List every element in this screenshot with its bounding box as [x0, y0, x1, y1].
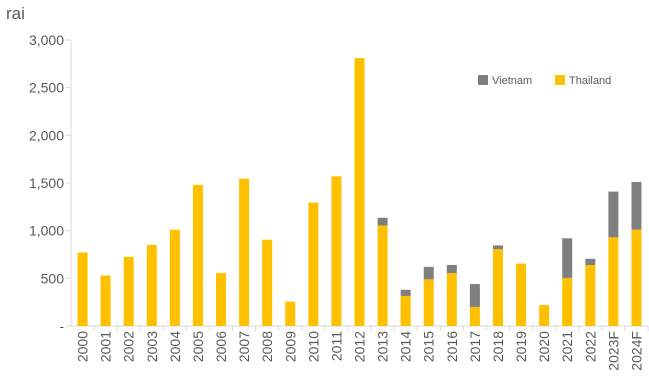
y-axis-unit-label: rai	[6, 4, 25, 23]
y-tick-label: 2,000	[29, 127, 64, 143]
bar-thailand	[308, 202, 319, 326]
bar-thailand	[77, 252, 88, 326]
y-tick-label: 1,000	[29, 223, 64, 239]
x-tick-label: 2000	[75, 331, 91, 362]
x-tick-label: 2006	[213, 331, 229, 362]
bar-vietnam	[400, 289, 411, 296]
bar-thailand	[423, 279, 434, 326]
x-tick-label: 2018	[490, 331, 506, 362]
x-tick-label: 2003	[144, 331, 160, 362]
bar-vietnam	[562, 238, 573, 278]
bar-vietnam	[585, 258, 596, 265]
x-tick-label: 2022	[582, 331, 598, 362]
x-tick-label: 2020	[536, 331, 552, 362]
bar-thailand	[562, 277, 573, 326]
y-tick-label: 2,500	[29, 80, 64, 96]
x-tick-label: 2013	[375, 331, 391, 362]
bar-vietnam	[492, 245, 503, 250]
y-tick-label: -	[59, 318, 64, 334]
x-tick-label: 2014	[398, 331, 414, 362]
bar-thailand	[516, 263, 527, 326]
bar-thailand	[146, 244, 157, 326]
x-tick-label: 2002	[121, 331, 137, 362]
bar-thailand	[377, 225, 388, 326]
bar-thailand	[331, 176, 342, 326]
x-tick-label: 2024F	[628, 331, 644, 371]
x-tick-label: 2005	[190, 331, 206, 362]
bar-thailand	[608, 237, 619, 326]
y-tick-label: 500	[41, 270, 65, 286]
bar-vietnam	[631, 182, 642, 230]
legend-label-vietnam: Vietnam	[492, 75, 532, 87]
bar-thailand	[216, 273, 227, 326]
bar-thailand	[446, 273, 457, 326]
bar-vietnam	[377, 217, 388, 226]
bar-thailand	[239, 178, 250, 326]
x-tick-label: 2004	[167, 331, 183, 362]
x-tick-label: 2009	[282, 331, 298, 362]
legend-swatch-thailand	[555, 75, 565, 85]
bar-thailand	[585, 264, 596, 326]
x-tick-label: 2012	[352, 331, 368, 362]
bar-vietnam	[423, 266, 434, 280]
bar-vietnam	[469, 284, 480, 307]
bar-thailand	[492, 249, 503, 326]
x-tick-label: 2007	[236, 331, 252, 362]
bar-vietnam	[446, 264, 457, 274]
x-tick-label: 2001	[98, 331, 114, 362]
x-tick-label: 2011	[328, 331, 344, 361]
legend: Vietnam Thailand	[478, 75, 611, 87]
bar-thailand	[262, 239, 273, 326]
bar-vietnam	[608, 191, 619, 238]
bar-thailand	[469, 306, 480, 326]
bar-thailand	[539, 305, 550, 326]
y-tick-label: 1,500	[29, 175, 64, 191]
x-tick-label: 2008	[259, 331, 275, 362]
bar-thailand	[123, 256, 134, 326]
bar-thailand	[400, 295, 411, 326]
x-tick-label: 2016	[444, 331, 460, 362]
bar-thailand	[192, 184, 203, 326]
bars	[77, 58, 642, 326]
x-tick-label: 2023F	[605, 331, 621, 371]
x-tick-label: 2021	[559, 331, 575, 362]
legend-label-thailand: Thailand	[569, 75, 611, 87]
x-tick-label: 2010	[305, 331, 321, 362]
bar-thailand	[100, 275, 111, 326]
bar-thailand	[169, 229, 180, 326]
x-tick-label: 2015	[421, 331, 437, 362]
bar-thailand	[285, 301, 296, 326]
axes: - 500 1,000 1,500 2,000 2,500 3,000 2000 2001 200…	[29, 32, 649, 371]
bar-thailand	[631, 229, 642, 326]
bar-thailand	[354, 58, 365, 326]
y-tick-label: 3,000	[29, 32, 64, 48]
x-tick-label: 2017	[467, 331, 483, 362]
x-tick-label: 2019	[513, 331, 529, 362]
legend-swatch-vietnam	[478, 75, 488, 85]
